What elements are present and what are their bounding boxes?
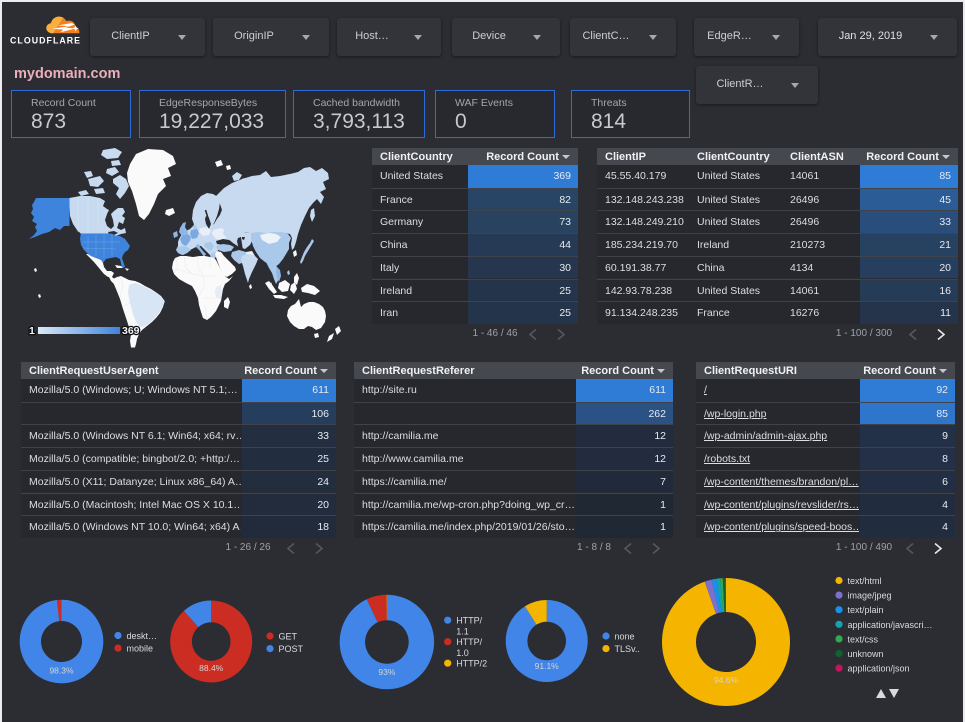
svg-text:mobile: mobile [127, 644, 154, 654]
svg-text:1.1: 1.1 [456, 627, 469, 637]
svg-text:text/html: text/html [848, 576, 882, 586]
svg-text:text/css: text/css [848, 634, 879, 644]
svg-text:none: none [615, 632, 635, 642]
svg-text:HTTP/2: HTTP/2 [456, 659, 487, 669]
svg-text:1.0: 1.0 [456, 648, 469, 658]
svg-text:369: 369 [122, 325, 140, 337]
svg-text:application/javascri…: application/javascri… [848, 620, 933, 630]
svg-text:98.3%: 98.3% [49, 666, 74, 676]
svg-text:91.1%: 91.1% [535, 661, 560, 671]
svg-text:93%: 93% [378, 667, 395, 677]
svg-text:CLOUDFLARE: CLOUDFLARE [10, 36, 81, 46]
svg-text:unknown: unknown [848, 649, 884, 659]
svg-text:POST: POST [279, 644, 304, 654]
svg-text:HTTP/: HTTP/ [456, 616, 482, 626]
svg-text:TLSv..: TLSv.. [615, 644, 640, 654]
svg-text:HTTP/: HTTP/ [456, 637, 482, 647]
svg-text:text/plain: text/plain [848, 605, 884, 615]
svg-text:GET: GET [279, 632, 298, 642]
svg-text:application/json: application/json [848, 664, 910, 674]
svg-text:1: 1 [29, 325, 35, 337]
svg-text:deskt…: deskt… [127, 631, 158, 641]
svg-text:94.6%: 94.6% [714, 675, 739, 685]
svg-text:image/jpeg: image/jpeg [848, 591, 892, 601]
svg-text:88.4%: 88.4% [199, 663, 224, 673]
